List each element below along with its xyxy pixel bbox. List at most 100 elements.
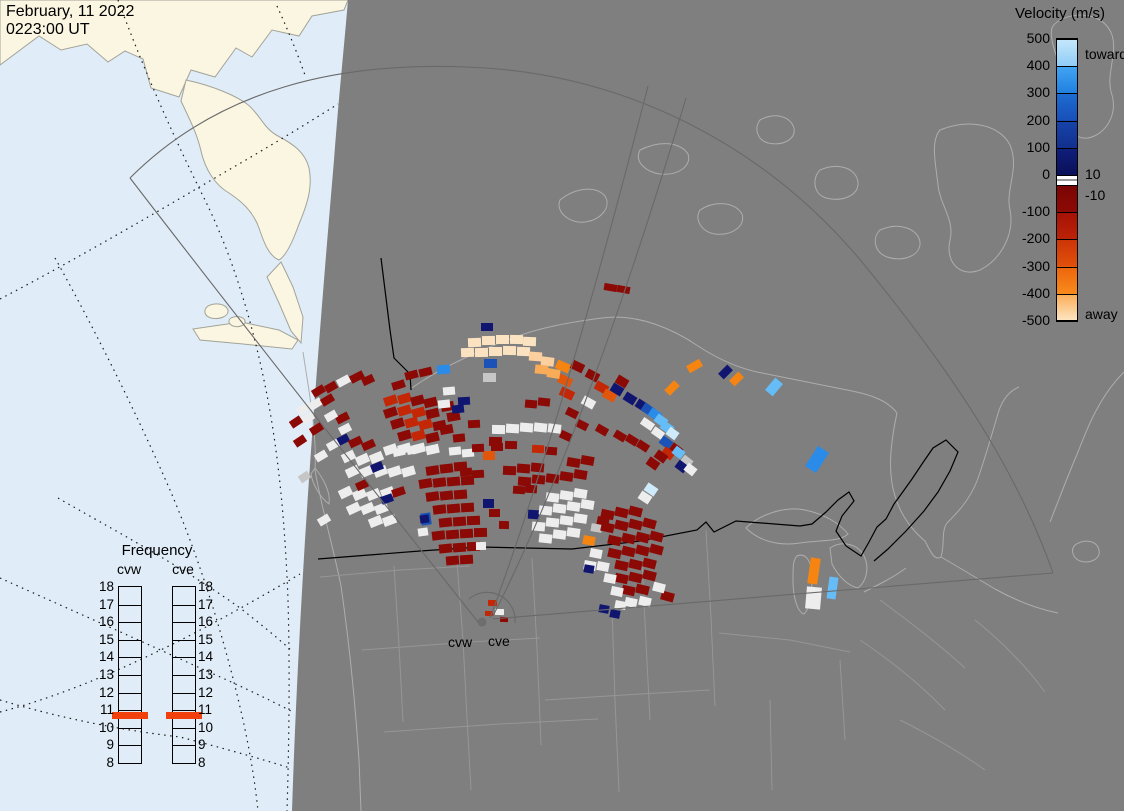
frequency-scale-label: 15 [98,631,114,647]
frequency-scale-label: 12 [198,684,214,700]
hudson-bay [890,386,1020,559]
colorbar-tick-label: 200 [1026,111,1050,128]
lake-huron [829,543,868,589]
small-island [228,316,246,328]
radar-site-label-cve: cve [488,633,510,649]
colorbar-tick-label: 0 [1042,166,1050,182]
frequency-scale-cve [172,586,196,764]
frequency-tick [119,604,141,606]
baffin-island [933,123,1014,273]
frequency-scale-label: 10 [98,719,114,735]
velocity-colorbar [1056,38,1078,322]
colorbar-tick-label: 400 [1026,57,1050,74]
frequency-tick [119,710,141,712]
fov-inner-edge-1 [489,85,649,619]
colorbar-tick [1057,266,1077,268]
frequency-tick [173,622,195,624]
colorbar-tick-label: 500 [1026,30,1050,46]
colorbar-tick [1057,212,1077,214]
night-shading [292,0,1124,811]
alaska-peninsula [192,321,299,350]
colorbar-tick [1057,239,1077,241]
frequency-marker-cvw [112,711,148,719]
frequency-scale-label: 9 [198,737,206,753]
colorbar-tick-label: -100 [1021,203,1050,220]
arctic-island-3 [697,203,744,235]
arctic-island-6 [874,226,921,260]
date-line: February, 11 2022 [6,3,135,20]
stlawrence-coast [940,556,1059,614]
frequency-tick [119,622,141,624]
frequency-scale-label: 10 [198,719,214,735]
frequency-scale-label: 16 [198,614,214,630]
arctic-island-5 [814,166,859,200]
frequency-scale-label: 14 [198,649,214,665]
vancouver-island [310,467,330,505]
arctic-island-2 [638,143,690,175]
colorbar-tick-label: 300 [1026,84,1050,101]
atlantic-coast [1049,371,1124,523]
radar-site-dot [477,617,487,627]
fov-outer-arc [129,65,1054,574]
frequency-scale-label: 8 [106,755,114,770]
fov-inner-edge-2 [492,97,687,617]
frequency-scale-label: 8 [198,755,206,770]
colorbar-tick [1057,147,1077,149]
colorbar-tick-label: -400 [1021,284,1050,301]
newfoundland [1072,540,1100,563]
arctic-island-4 [756,115,795,145]
colorbar-tick-label: -500 [1021,312,1050,328]
colorbar-zero-line [1057,179,1077,181]
colorbar-tick [1057,185,1077,186]
frequency-title: Frequency [121,542,193,559]
frequency-tick [173,727,195,729]
radar-site-label-cvw: cvw [448,634,473,650]
lake-erie [863,567,907,593]
colorbar-tick [1057,120,1077,122]
colorbar-tick-label: 100 [1026,138,1050,155]
frequency-scale-label: 11 [198,702,213,718]
fov-near-range-arc [468,591,516,624]
colorbar-tick [1057,320,1077,321]
frequency-scale-label: 18 [198,579,214,594]
frequency-column-label-cve: cve [172,561,194,577]
colorbar-title: Velocity (m/s) [1014,5,1105,22]
frequency-tick [173,657,195,659]
frequency-scale-label: 13 [98,667,114,682]
colorbar-tick [1057,93,1077,95]
frequency-panel: Frequency cvw cve 18 18 17 17 16 16 15 15 14 14 13 13… [84,542,234,772]
frequency-tick [173,710,195,712]
colorbar-tick-label: -300 [1021,257,1050,274]
frequency-scale-label: 15 [198,631,214,647]
alaska-panhandle [266,261,304,345]
colorbar-threshold-neg: -10 [1085,187,1106,203]
colorbar-tick [1057,66,1077,68]
colorbar-tick [1057,175,1077,176]
colorbar-away-label: away [1085,306,1118,322]
kodiak-island [204,303,229,319]
fov-left-edge [129,177,479,623]
alaska-southcentral [180,79,311,261]
frequency-scale-label: 17 [98,596,114,612]
frequency-scale-label: 9 [106,737,114,753]
frequency-scale-label: 14 [98,649,114,665]
land-day [0,0,349,350]
frequency-marker-cve [166,711,202,719]
frequency-scale-label: 17 [198,596,214,612]
frequency-tick [173,745,195,747]
frequency-scale-label: 12 [98,684,114,700]
frequency-scale-label: 18 [98,579,114,594]
frequency-column-label-cvw: cvw [116,561,142,577]
frequency-tick [119,639,141,641]
frequency-tick [173,639,195,641]
frequency-tick [119,675,141,676]
frequency-tick [173,675,195,676]
us-canada-border [317,439,959,562]
arctic-island-1 [558,188,608,223]
frequency-scale-label: 13 [198,667,214,682]
frequency-tick [173,604,195,606]
colorbar-toward-label: toward [1085,46,1124,62]
fov-right-edge [491,572,1054,620]
